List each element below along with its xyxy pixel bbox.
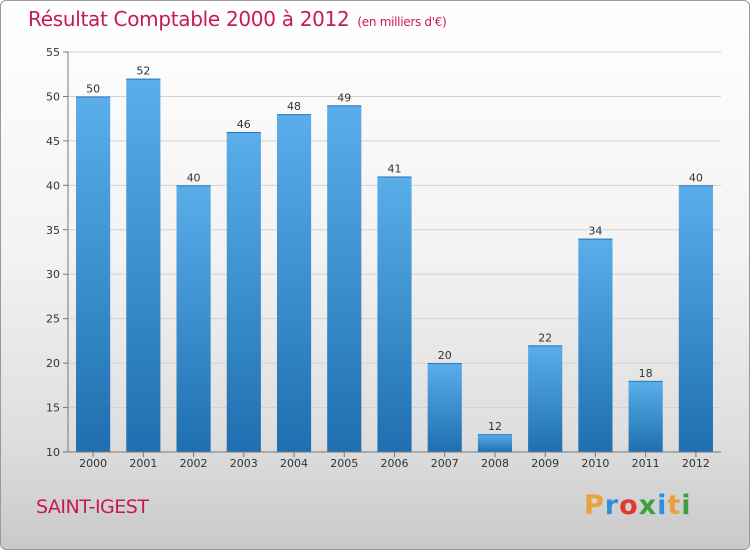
- y-tick-label: 55: [46, 46, 60, 59]
- chart-title-text: Résultat Comptable 2000 à 2012: [28, 7, 350, 31]
- bar[interactable]: [126, 78, 161, 453]
- brand-letter: t: [667, 490, 682, 521]
- commune-name: SAINT-IGEST: [36, 496, 149, 518]
- x-tick-label: 2012: [682, 457, 710, 470]
- y-tick-label: 45: [46, 135, 60, 148]
- bar[interactable]: [226, 132, 261, 452]
- data-label: 52: [136, 65, 150, 78]
- y-tick-label: 10: [46, 446, 60, 459]
- brand-letter: o: [619, 490, 639, 521]
- x-tick-label: 2008: [481, 457, 509, 470]
- brand-letter: i: [681, 490, 692, 521]
- brand-letter: r: [604, 490, 620, 521]
- data-label: 40: [187, 171, 201, 184]
- data-label: 50: [86, 82, 100, 95]
- y-tick-label: 15: [46, 402, 60, 415]
- bar[interactable]: [176, 185, 211, 453]
- data-label: 41: [388, 162, 402, 175]
- x-tick-label: 2000: [79, 457, 107, 470]
- data-label: 34: [588, 225, 602, 238]
- bar[interactable]: [377, 176, 412, 452]
- y-tick-label: 35: [46, 224, 60, 237]
- x-tick-label: 2004: [280, 457, 308, 470]
- x-tick-label: 2009: [531, 457, 559, 470]
- bar[interactable]: [477, 434, 513, 452]
- proxiti-logo[interactable]: Proxiti: [584, 490, 692, 521]
- x-tick-label: 2001: [129, 457, 157, 470]
- bar[interactable]: [327, 105, 362, 452]
- data-label: 12: [488, 420, 502, 433]
- y-tick-label: 20: [46, 357, 60, 370]
- bars: [76, 78, 713, 453]
- axes: 10 15 20 25 30 35 40 45 50 55 2000 2001 2002 2003 2004…: [46, 46, 721, 470]
- chart-subtitle: (en milliers d'€): [357, 15, 447, 29]
- bar[interactable]: [528, 345, 563, 452]
- y-tick-label: 25: [46, 313, 60, 326]
- x-tick-label: 2011: [632, 457, 660, 470]
- bar[interactable]: [76, 96, 111, 452]
- bar[interactable]: [276, 114, 312, 452]
- data-labels: 50 52 40 46 48 49 41 20 12 22 34 18 40: [86, 65, 703, 434]
- data-label: 46: [237, 118, 251, 131]
- x-tick-label: 2002: [180, 457, 208, 470]
- y-tick-label: 50: [46, 90, 60, 103]
- x-tick-label: 2006: [381, 457, 409, 470]
- data-label: 49: [337, 91, 351, 104]
- data-label: 18: [639, 367, 653, 380]
- chart-title: Résultat Comptable 2000 à 2012 (en millie…: [28, 7, 447, 31]
- data-label: 22: [538, 331, 552, 344]
- bar[interactable]: [628, 380, 663, 452]
- bar[interactable]: [678, 185, 713, 453]
- x-tick-label: 2007: [431, 457, 459, 470]
- x-tick-label: 2010: [581, 457, 609, 470]
- data-label: 40: [689, 171, 703, 184]
- x-tick-label: 2003: [230, 457, 258, 470]
- brand-letter: i: [657, 490, 668, 521]
- data-label: 20: [438, 349, 452, 362]
- x-tick-label: 2005: [330, 457, 358, 470]
- brand-letter: x: [638, 490, 658, 521]
- bar[interactable]: [427, 363, 462, 452]
- y-tick-label: 40: [46, 179, 60, 192]
- y-tick-label: 30: [46, 268, 60, 281]
- bar[interactable]: [578, 238, 613, 452]
- brand-letter: P: [584, 490, 605, 521]
- data-label: 48: [287, 100, 301, 113]
